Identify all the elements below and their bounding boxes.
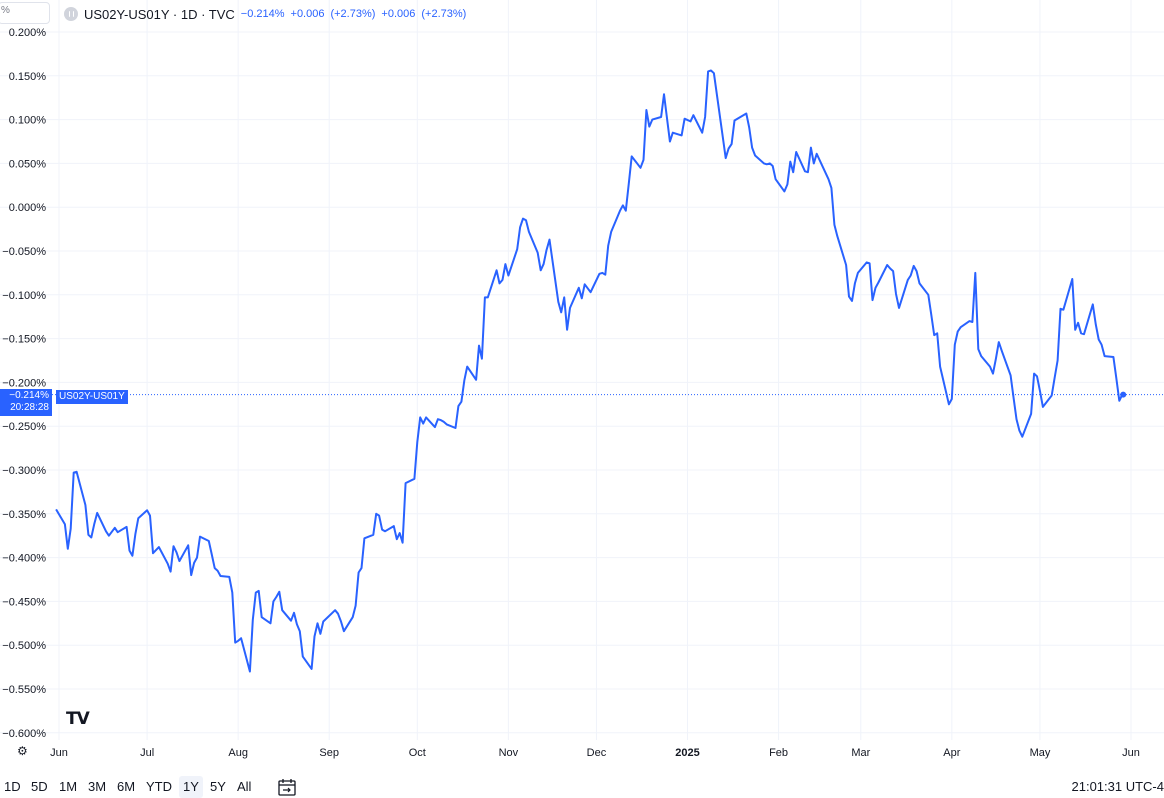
y-tick-label: −0.500% bbox=[2, 640, 46, 652]
x-tick-label: Dec bbox=[587, 747, 607, 759]
y-tick-label: −0.050% bbox=[2, 246, 46, 258]
range-button-3m[interactable]: 3M bbox=[84, 776, 110, 798]
last-price-badge: −0.214% 20:28:28 bbox=[0, 389, 52, 416]
range-button-ytd[interactable]: YTD bbox=[142, 776, 176, 798]
x-tick-label: Apr bbox=[943, 747, 960, 759]
y-tick-label: 0.150% bbox=[9, 71, 47, 83]
y-tick-label: −0.150% bbox=[2, 334, 46, 346]
last-price-marker bbox=[1120, 392, 1126, 398]
range-button-5d[interactable]: 5D bbox=[27, 776, 52, 798]
x-tick-label: Oct bbox=[409, 747, 426, 759]
date-range-icon[interactable] bbox=[277, 778, 297, 796]
y-tick-label: 0.100% bbox=[9, 115, 47, 127]
legend-change-pct: (+2.73%) bbox=[330, 8, 375, 20]
range-button-all[interactable]: All bbox=[233, 776, 255, 798]
range-button-6m[interactable]: 6M bbox=[113, 776, 139, 798]
x-tick-label: Mar bbox=[851, 747, 870, 759]
y-tick-label: −0.400% bbox=[2, 553, 46, 565]
x-tick-label: Jun bbox=[50, 747, 68, 759]
x-tick-label: Aug bbox=[228, 747, 248, 759]
price-axis[interactable]: 0.200% 0.150% 0.100% 0.050% 0.000% −0.050% −0.… bbox=[2, 27, 46, 740]
symbol-search-box[interactable]: % bbox=[0, 2, 50, 24]
settings-icon[interactable]: ⚙ bbox=[17, 745, 29, 757]
series-line-us02y-us01y[interactable] bbox=[56, 71, 1122, 672]
series-name-badge: US02Y-US01Y bbox=[56, 390, 128, 404]
x-tick-label: 2025 bbox=[675, 747, 699, 759]
x-tick-label: May bbox=[1030, 747, 1051, 759]
y-tick-label: −0.200% bbox=[2, 377, 46, 389]
y-tick-label: −0.600% bbox=[2, 728, 46, 740]
y-tick-label: −0.550% bbox=[2, 684, 46, 696]
y-tick-label: −0.100% bbox=[2, 290, 46, 302]
x-tick-label: Feb bbox=[769, 747, 788, 759]
last-price-value: −0.214% bbox=[2, 390, 49, 402]
legend-change-pct-2: (+2.73%) bbox=[421, 8, 466, 20]
legend-change: +0.006 bbox=[291, 8, 325, 20]
y-tick-label: −0.300% bbox=[2, 465, 46, 477]
price-chart[interactable]: 0.200% 0.150% 0.100% 0.050% 0.000% −0.050% −0.… bbox=[0, 0, 1164, 772]
y-tick-label: −0.450% bbox=[2, 596, 46, 608]
range-button-1y[interactable]: 1Y bbox=[179, 776, 203, 798]
legend-last-value: −0.214% bbox=[241, 8, 285, 20]
series-legend: US02Y-US01Y · 1D · TVC −0.214% +0.006 (+… bbox=[56, 4, 466, 24]
tradingview-logo[interactable]: TV bbox=[66, 709, 89, 729]
x-tick-label: Jun bbox=[1122, 747, 1140, 759]
x-tick-label: Nov bbox=[499, 747, 519, 759]
y-tick-label: −0.250% bbox=[2, 421, 46, 433]
y-tick-label: 0.200% bbox=[9, 27, 47, 39]
x-tick-label: Jul bbox=[140, 747, 154, 759]
time-axis[interactable]: Jun Jul Aug Sep Oct Nov Dec 2025 Feb Mar Apr May Jun bbox=[50, 747, 1140, 759]
y-tick-label: 0.050% bbox=[9, 158, 47, 170]
vertical-gridlines bbox=[59, 0, 1131, 740]
y-tick-label: −0.350% bbox=[2, 509, 46, 521]
bar-countdown: 20:28:28 bbox=[2, 402, 49, 414]
horizontal-gridlines bbox=[0, 32, 1164, 733]
x-tick-label: Sep bbox=[319, 747, 339, 759]
range-button-1d[interactable]: 1D bbox=[0, 776, 25, 798]
legend-title[interactable]: US02Y-US01Y · 1D · TVC bbox=[84, 7, 235, 22]
legend-change-2: +0.006 bbox=[381, 8, 415, 20]
range-button-5y[interactable]: 5Y bbox=[206, 776, 230, 798]
visibility-toggle-icon[interactable] bbox=[64, 7, 78, 21]
timezone-clock[interactable]: 21:01:31 UTC-4 bbox=[1072, 776, 1164, 798]
range-button-1m[interactable]: 1M bbox=[55, 776, 81, 798]
y-tick-label: 0.000% bbox=[9, 202, 47, 214]
bottom-toolbar: 1D 5D 1M 3M 6M YTD 1Y 5Y All 21:01:31 UT… bbox=[0, 772, 1164, 797]
